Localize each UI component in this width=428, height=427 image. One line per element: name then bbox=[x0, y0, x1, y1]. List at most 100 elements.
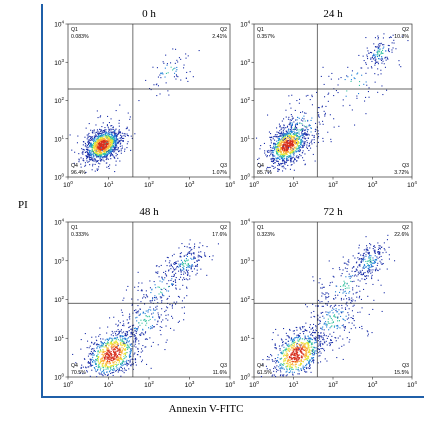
event-dot bbox=[292, 339, 294, 341]
event-dot bbox=[182, 267, 184, 269]
event-dot bbox=[288, 348, 290, 350]
event-dot bbox=[289, 123, 291, 125]
event-dot bbox=[166, 283, 168, 285]
event-dot bbox=[111, 149, 113, 151]
event-dot bbox=[367, 58, 369, 60]
event-dot bbox=[119, 160, 121, 162]
event-dot bbox=[348, 314, 350, 316]
event-dot bbox=[100, 144, 102, 146]
event-dot bbox=[312, 303, 314, 305]
event-dot bbox=[266, 166, 268, 168]
event-dot bbox=[175, 284, 177, 286]
event-dot bbox=[133, 324, 135, 326]
event-dot bbox=[323, 323, 325, 325]
event-dot bbox=[289, 370, 291, 372]
event-dot bbox=[121, 351, 123, 353]
event-dot bbox=[122, 338, 124, 340]
event-dot bbox=[340, 289, 342, 291]
event-dot bbox=[93, 156, 95, 158]
event-dot bbox=[310, 346, 312, 348]
event-dot bbox=[366, 56, 368, 58]
event-dot bbox=[301, 117, 303, 119]
event-dot bbox=[304, 153, 306, 155]
event-dot bbox=[188, 243, 190, 245]
event-dot bbox=[338, 313, 340, 315]
event-dot bbox=[107, 354, 109, 356]
event-dot bbox=[101, 153, 103, 155]
event-dot bbox=[267, 151, 269, 153]
event-dot bbox=[294, 361, 296, 363]
event-dot bbox=[296, 350, 298, 352]
event-dot bbox=[197, 256, 199, 258]
event-dot bbox=[297, 369, 299, 371]
event-dot bbox=[110, 130, 112, 132]
event-dot bbox=[123, 337, 125, 339]
event-dot bbox=[295, 337, 297, 339]
event-dot bbox=[127, 344, 129, 346]
event-dot bbox=[306, 343, 308, 345]
event-dot bbox=[337, 92, 339, 94]
event-dot bbox=[124, 333, 126, 335]
event-dot bbox=[96, 135, 98, 137]
event-dot bbox=[107, 349, 109, 351]
event-dot bbox=[286, 142, 288, 144]
event-dot bbox=[115, 354, 117, 356]
event-dot bbox=[107, 353, 109, 355]
event-dot bbox=[188, 263, 190, 265]
event-dot bbox=[276, 359, 278, 361]
event-dot bbox=[376, 56, 378, 58]
event-dot bbox=[97, 160, 99, 162]
event-dot bbox=[128, 355, 130, 357]
event-dot bbox=[90, 129, 92, 131]
event-dot bbox=[119, 143, 121, 145]
event-dot bbox=[377, 50, 379, 52]
event-dot bbox=[387, 50, 389, 52]
event-dot bbox=[102, 371, 104, 373]
event-dot bbox=[175, 277, 177, 279]
event-dot bbox=[295, 123, 297, 125]
event-dot bbox=[294, 353, 296, 355]
event-dot bbox=[276, 131, 278, 133]
event-dot bbox=[308, 360, 310, 362]
event-dot bbox=[137, 305, 139, 307]
event-dot bbox=[103, 155, 105, 157]
event-dot bbox=[355, 270, 357, 272]
event-dot bbox=[297, 147, 299, 149]
event-dot bbox=[350, 328, 352, 330]
event-dot bbox=[298, 150, 300, 152]
event-dot bbox=[382, 263, 384, 265]
event-dot bbox=[171, 315, 173, 317]
event-dot bbox=[118, 130, 120, 132]
event-dot bbox=[137, 299, 139, 301]
event-dot bbox=[290, 129, 292, 131]
event-dot bbox=[282, 352, 284, 354]
event-dot bbox=[304, 329, 306, 331]
event-dot bbox=[298, 340, 300, 342]
event-dot bbox=[283, 135, 285, 137]
event-dot bbox=[129, 325, 131, 327]
event-dot bbox=[329, 315, 331, 317]
event-dot bbox=[101, 144, 103, 146]
event-dot bbox=[291, 352, 293, 354]
event-dot bbox=[274, 358, 276, 360]
event-dot bbox=[323, 83, 325, 85]
event-dot bbox=[270, 140, 272, 142]
event-dot bbox=[119, 330, 121, 332]
event-dot bbox=[139, 313, 141, 315]
event-dot bbox=[295, 341, 297, 343]
event-dot bbox=[284, 146, 286, 148]
event-dot bbox=[386, 56, 388, 58]
event-dot bbox=[124, 369, 126, 371]
event-dot bbox=[93, 141, 95, 143]
event-dot bbox=[278, 168, 280, 170]
event-dot bbox=[93, 348, 95, 350]
event-dot bbox=[87, 153, 89, 155]
event-dot bbox=[187, 263, 189, 265]
event-dot bbox=[164, 277, 166, 279]
event-dot bbox=[178, 265, 180, 267]
event-dot bbox=[98, 137, 100, 139]
event-dot bbox=[291, 158, 293, 160]
event-dot bbox=[112, 126, 114, 128]
event-dot bbox=[106, 347, 108, 349]
event-dot bbox=[286, 335, 288, 337]
